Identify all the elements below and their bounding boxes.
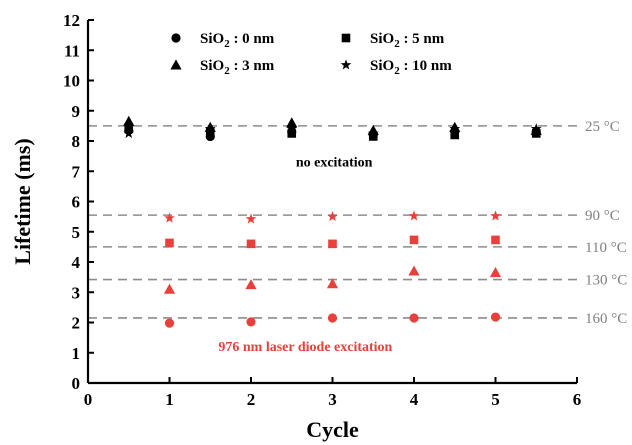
y-tick-label: 0: [72, 374, 81, 393]
legend-marker-triangle: [170, 59, 182, 70]
legend-marker-circle: [171, 33, 181, 43]
data-point-star: [449, 123, 461, 134]
legend-entry: SiO2 : 3 nm: [200, 58, 275, 77]
x-tick-label: 2: [247, 390, 256, 409]
data-point-square: [450, 130, 460, 140]
y-tick-label: 2: [72, 314, 81, 333]
reference-line-label: 25 °C: [585, 119, 620, 135]
data-point-triangle: [286, 117, 298, 128]
data-point-triangle: [123, 115, 135, 126]
legend: SiO2 : 0 nm SiO2 : 5 nm SiO2 : 3 nm SiO2 : …: [170, 31, 452, 77]
data-point-circle: [246, 317, 256, 327]
y-tick-label: 7: [72, 162, 81, 181]
data-point-star: [408, 210, 420, 221]
data-point-circle: [409, 313, 419, 323]
data-point-star: [245, 213, 257, 224]
data-point-star: [204, 123, 216, 134]
data-point-star: [123, 127, 135, 138]
y-tick-label: 11: [64, 41, 80, 60]
y-tick-label: 3: [72, 283, 81, 302]
y-tick-label: 5: [72, 223, 81, 242]
data-point-triangle: [489, 266, 502, 278]
data-point-circle: [490, 312, 501, 322]
reference-line-label: 130 °C: [585, 273, 627, 289]
data-point-square: [491, 235, 500, 245]
data-point-square: [328, 239, 337, 249]
y-tick-label: 1: [72, 344, 81, 363]
data-point-star: [164, 212, 175, 223]
data-points: [123, 115, 542, 328]
data-point-square: [409, 235, 419, 245]
data-point-triangle: [326, 278, 339, 289]
data-point-triangle: [408, 265, 420, 276]
legend-marker-square: [341, 33, 351, 43]
x-tick-label: 5: [491, 390, 500, 409]
x-tick-label: 1: [165, 390, 174, 409]
reference-line-label: 90 °C: [585, 208, 620, 224]
y-tick-label: 12: [63, 11, 80, 30]
annotation-text: no excitation: [296, 156, 373, 171]
data-point-circle: [164, 318, 175, 328]
y-tick-label: 10: [63, 72, 80, 91]
data-point-circle: [327, 313, 338, 323]
data-point-square: [287, 129, 297, 138]
legend-entry: SiO2 : 0 nm: [200, 31, 275, 50]
data-point-star: [530, 123, 542, 134]
data-point-square: [246, 239, 256, 249]
legend-entry: SiO2 : 10 nm: [370, 58, 452, 77]
annotations: no excitation 976 nm laser diode excitati…: [218, 156, 392, 356]
x-tick-label: 4: [410, 390, 419, 409]
data-point-triangle: [245, 279, 257, 290]
data-point-square: [368, 132, 378, 141]
data-point-triangle: [163, 283, 176, 294]
y-tick-label: 9: [72, 102, 81, 121]
legend-marker-star: [340, 59, 352, 70]
y-axis-title: Lifetime (ms): [10, 138, 35, 264]
data-point-square: [165, 238, 174, 248]
reference-line-label: 160 °C: [585, 311, 627, 327]
x-tick-label: 6: [573, 390, 582, 409]
reference-line-label: 110 °C: [585, 240, 627, 256]
annotation-text: 976 nm laser diode excitation: [218, 340, 392, 355]
data-point-star: [490, 210, 501, 221]
data-point-square: [205, 127, 215, 137]
data-point-star: [327, 211, 338, 222]
reference-lines: [88, 125, 577, 319]
y-tick-label: 6: [72, 193, 81, 212]
y-tick-label: 8: [72, 132, 81, 151]
legend-entry: SiO2 : 5 nm: [370, 31, 445, 50]
y-tick-label: 4: [72, 253, 81, 272]
x-tick-label: 3: [328, 390, 337, 409]
x-axis-title: Cycle: [306, 417, 359, 442]
data-point-star: [367, 127, 379, 138]
x-tick-label: 0: [84, 390, 93, 409]
data-point-star: [286, 123, 298, 134]
reference-labels: 25 °C 90 °C 110 °C 130 °C 160 °C: [585, 119, 627, 327]
axes: [86, 19, 578, 385]
